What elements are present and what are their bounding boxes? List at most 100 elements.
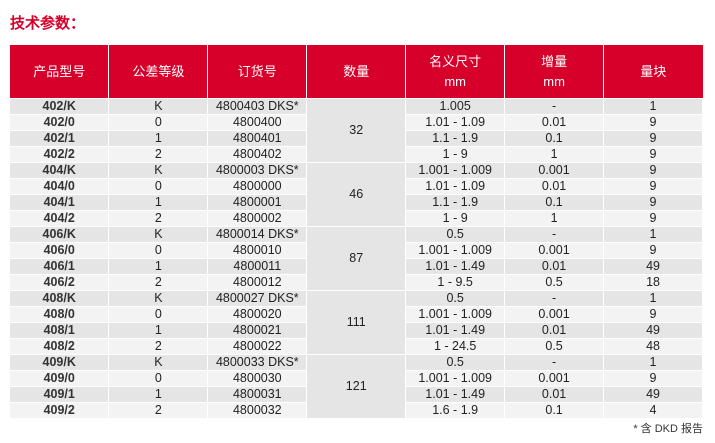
header-nominal-unit: mm xyxy=(444,73,466,89)
cell-blocks: 49 xyxy=(603,386,703,403)
cell-tolerance: 1 xyxy=(108,386,209,403)
cell-blocks: 1 xyxy=(603,354,703,371)
cell-increment: 0.5 xyxy=(504,338,605,355)
cell-nominal: 1.6 - 1.9 xyxy=(405,402,506,418)
header-nominal: 名义尺寸 mm xyxy=(405,45,506,99)
cell-order-no: 4800000 xyxy=(207,178,308,195)
cell-nominal: 1.001 - 1.009 xyxy=(405,370,506,387)
cell-blocks: 9 xyxy=(603,306,703,323)
table-row: 408/K K 4800027 DKS* 111 0.5-1 xyxy=(10,290,703,355)
cell-nominal: 1 - 24.5 xyxy=(405,338,506,355)
cell-model: 402/2 xyxy=(10,146,110,163)
cell-blocks: 49 xyxy=(603,322,703,339)
cell-blocks: 48 xyxy=(603,338,703,355)
cell-model: 408/1 xyxy=(10,322,110,339)
cell-model: 402/0 xyxy=(10,114,110,131)
cell-tolerance: 0 xyxy=(108,370,209,387)
cell-model: 402/1 xyxy=(10,130,110,147)
cell-increment: 0.001 xyxy=(504,306,605,323)
table-row: 406/1 1 4800011 1.01 - 1.49 0.01 49 xyxy=(10,258,703,275)
header-nominal-label: 名义尺寸 xyxy=(429,53,482,69)
cell-nominal: 1.01 - 1.49 xyxy=(405,322,506,339)
cell-order-no: 4800027 DKS* xyxy=(207,290,308,307)
cell-blocks: 49 xyxy=(603,258,703,275)
cell-increment: - xyxy=(504,226,605,243)
table-header: 产品型号 公差等级 订货号 数量 名义尺寸 mm 增量 mm 量块 xyxy=(10,45,703,99)
table-row: 408/2 2 4800022 1 - 24.5 0.5 48 xyxy=(10,338,703,355)
cell-nominal: 1.1 - 1.9 xyxy=(405,130,506,147)
cell-nominal: 1.001 - 1.009 xyxy=(405,162,506,179)
section-title: 技术参数： xyxy=(10,15,86,32)
header-model: 产品型号 xyxy=(10,45,110,99)
cell-increment: 1 xyxy=(504,146,605,163)
cell-nominal: 1.01 - 1.09 xyxy=(405,178,506,195)
table-row: 402/0 0 4800400 1.01 - 1.09 0.01 9 xyxy=(10,114,703,131)
cell-tolerance: K xyxy=(108,226,209,243)
cell-blocks: 9 xyxy=(603,130,703,147)
cell-order-no: 4800401 xyxy=(207,130,308,147)
cell-increment: 0.001 xyxy=(504,370,605,387)
cell-tolerance: 1 xyxy=(108,322,209,339)
cell-order-no: 4800020 xyxy=(207,306,308,323)
cell-nominal: 1.001 - 1.009 xyxy=(405,242,506,259)
table-row: 406/2 2 4800012 1 - 9.5 0.5 18 xyxy=(10,274,703,291)
cell-order-no: 4800403 DKS* xyxy=(207,98,308,115)
cell-tolerance: 1 xyxy=(108,194,209,211)
cell-model: 406/1 xyxy=(10,258,110,275)
cell-nominal: 1.1 - 1.9 xyxy=(405,194,506,211)
cell-model: 404/K xyxy=(10,162,110,179)
cell-blocks: 9 xyxy=(603,210,703,227)
header-increment: 增量 mm xyxy=(504,45,605,99)
cell-model: 408/0 xyxy=(10,306,110,323)
cell-blocks: 4 xyxy=(603,402,703,418)
cell-nominal: 1 - 9 xyxy=(405,210,506,227)
cell-quantity: 87 xyxy=(306,226,407,291)
table-row: 404/1 1 4800001 1.1 - 1.9 0.1 9 xyxy=(10,194,703,211)
header-increment-label: 增量 xyxy=(541,53,568,69)
cell-quantity: 46 xyxy=(306,162,407,227)
cell-model: 409/1 xyxy=(10,386,110,403)
cell-increment: 0.01 xyxy=(504,114,605,131)
cell-blocks: 18 xyxy=(603,274,703,291)
cell-increment: - xyxy=(504,290,605,307)
cell-tolerance: 0 xyxy=(108,306,209,323)
cell-increment: 0.1 xyxy=(504,194,605,211)
cell-blocks: 9 xyxy=(603,194,703,211)
cell-increment: 0.1 xyxy=(504,130,605,147)
table-row: 402/1 1 4800401 1.1 - 1.9 0.1 9 xyxy=(10,130,703,147)
table-row: 406/0 0 4800010 1.001 - 1.009 0.001 9 xyxy=(10,242,703,259)
cell-increment: 0.001 xyxy=(504,162,605,179)
header-order-no: 订货号 xyxy=(207,45,308,99)
cell-model: 408/2 xyxy=(10,338,110,355)
cell-order-no: 4800014 DKS* xyxy=(207,226,308,243)
cell-tolerance: K xyxy=(108,290,209,307)
cell-increment: 0.5 xyxy=(504,274,605,291)
cell-nominal: 1.01 - 1.09 xyxy=(405,114,506,131)
cell-order-no: 4800022 xyxy=(207,338,308,355)
cell-tolerance: K xyxy=(108,354,209,371)
header-quantity: 数量 xyxy=(306,45,407,99)
cell-model: 409/K xyxy=(10,354,110,371)
cell-nominal: 0.5 xyxy=(405,354,506,371)
header-tolerance: 公差等级 xyxy=(108,45,209,99)
cell-model: 406/K xyxy=(10,226,110,243)
cell-increment: 0.1 xyxy=(504,402,605,418)
cell-model: 406/0 xyxy=(10,242,110,259)
spec-table: 产品型号 公差等级 订货号 数量 名义尺寸 mm 增量 mm 量块 402/K K 48… xyxy=(10,45,703,418)
cell-blocks: 9 xyxy=(603,114,703,131)
table-row: 406/K K 4800014 DKS* 87 0.5-1 xyxy=(10,226,703,291)
table-row: 409/K K 4800033 DKS* 121 0.5-1 xyxy=(10,354,703,418)
cell-order-no: 4800400 xyxy=(207,114,308,131)
cell-increment: - xyxy=(504,354,605,371)
cell-order-no: 4800033 DKS* xyxy=(207,354,308,371)
cell-model: 409/2 xyxy=(10,402,110,418)
cell-blocks: 9 xyxy=(603,370,703,387)
header-blocks: 量块 xyxy=(603,45,703,99)
cell-order-no: 4800003 DKS* xyxy=(207,162,308,179)
cell-order-no: 4800010 xyxy=(207,242,308,259)
cell-nominal: 0.5 xyxy=(405,290,506,307)
cell-tolerance: 2 xyxy=(108,274,209,291)
table-row: 404/K K 4800003 DKS* 46 1.001 - 1.009 0.001 9 xyxy=(10,162,703,227)
